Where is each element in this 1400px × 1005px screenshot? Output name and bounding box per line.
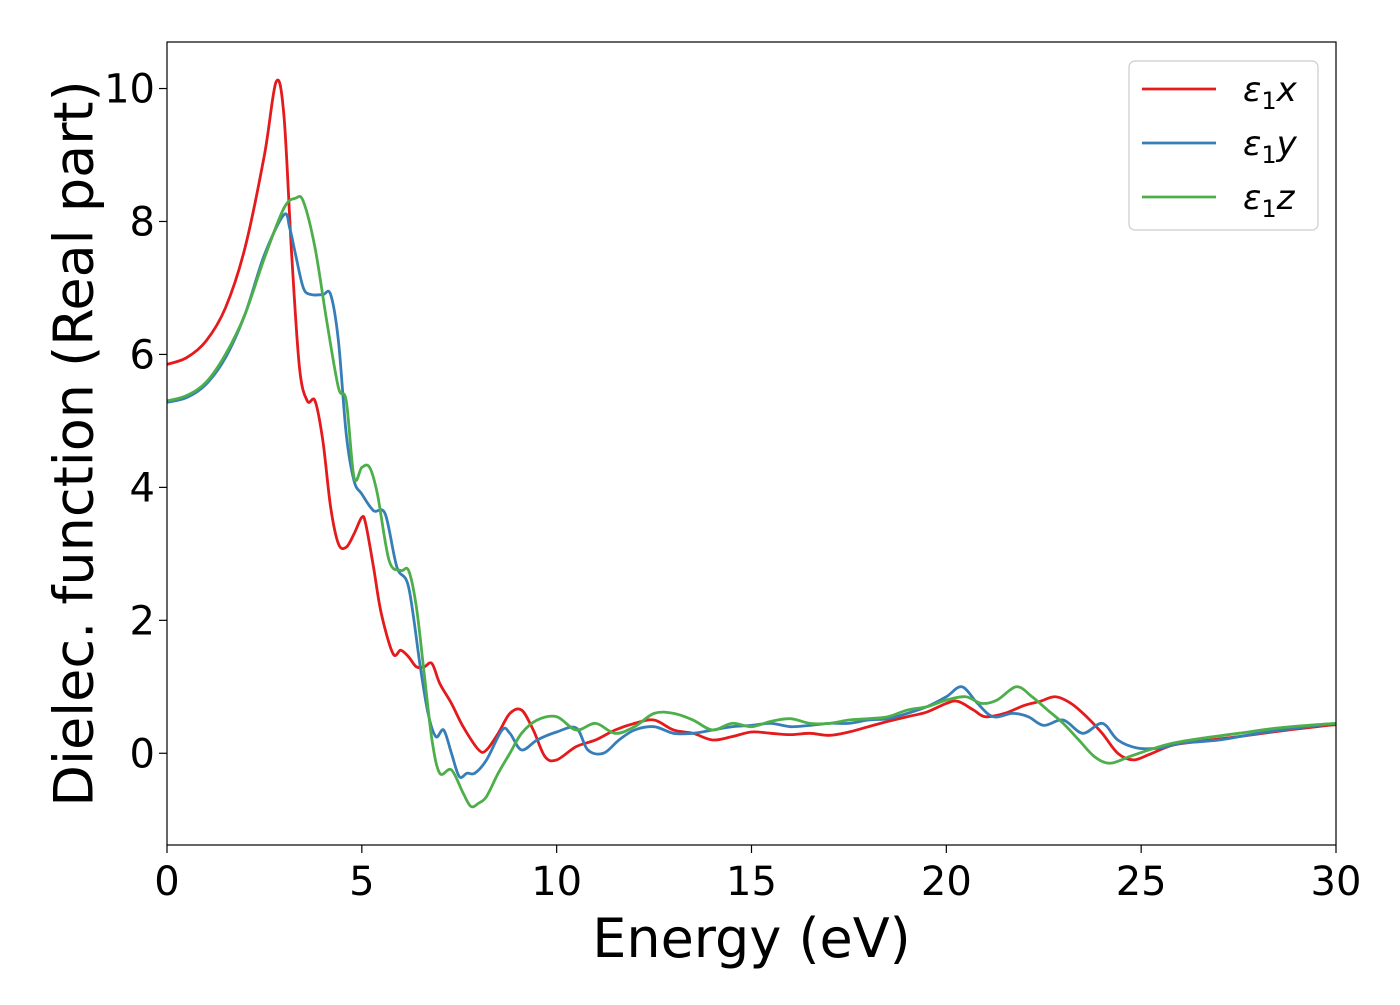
x-tick-label: 30 bbox=[1311, 859, 1362, 905]
legend-box bbox=[1128, 60, 1319, 231]
series-layer bbox=[167, 78, 1336, 809]
y-tick-label: 4 bbox=[130, 465, 155, 511]
x-tick-label: 5 bbox=[349, 859, 374, 905]
y-tick-label: 8 bbox=[130, 199, 155, 245]
x-tick-label: 15 bbox=[726, 859, 777, 905]
x-tick-label: 20 bbox=[921, 859, 972, 905]
y-axis-title: Dielec. function (Real part) bbox=[43, 80, 106, 806]
y-axis: 0 2 4 6 8 10 bbox=[104, 67, 167, 777]
x-axis-title: Energy (eV) bbox=[592, 907, 911, 970]
x-axis: 0 5 10 15 20 25 30 bbox=[154, 845, 1361, 905]
y-tick-label: 2 bbox=[130, 598, 155, 644]
legend-label: ε1z bbox=[1243, 178, 1296, 223]
series-line-z bbox=[167, 194, 1336, 809]
series-line-y bbox=[167, 212, 1336, 779]
x-tick-label: 0 bbox=[154, 859, 179, 905]
legend-item-x: ε1x bbox=[1142, 70, 1298, 115]
legend-label: ε1y bbox=[1243, 124, 1298, 169]
x-tick-label: 10 bbox=[531, 859, 582, 905]
legend-label: ε1x bbox=[1243, 70, 1298, 115]
x-tick-label: 25 bbox=[1116, 859, 1167, 905]
legend-item-y: ε1y bbox=[1142, 124, 1298, 169]
series-line-x bbox=[167, 78, 1336, 763]
legend-item-z: ε1z bbox=[1142, 178, 1296, 223]
legend: ε1x ε1y ε1z bbox=[1128, 60, 1319, 231]
y-tick-label: 10 bbox=[104, 67, 155, 113]
y-tick-label: 6 bbox=[130, 332, 155, 378]
y-tick-label: 0 bbox=[130, 731, 155, 777]
